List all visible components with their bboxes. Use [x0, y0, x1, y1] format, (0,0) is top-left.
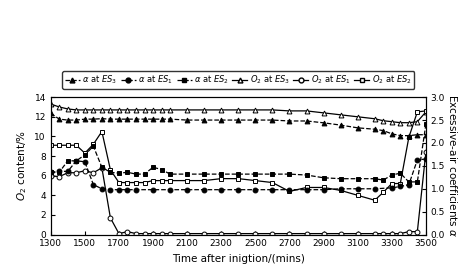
X-axis label: Time after inigtion/(mins): Time after inigtion/(mins) [172, 254, 305, 264]
Y-axis label: Excessive-air coefficients $\alpha$: Excessive-air coefficients $\alpha$ [447, 94, 459, 237]
Y-axis label: $O_2$ content/%: $O_2$ content/% [15, 131, 29, 201]
Legend: $\alpha$ at $ES_3$, $\alpha$ at $ES_1$, $\alpha$ at $ES_2$, $O_2$ at $ES_3$, $O_: $\alpha$ at $ES_3$, $\alpha$ at $ES_1$, … [62, 71, 414, 89]
